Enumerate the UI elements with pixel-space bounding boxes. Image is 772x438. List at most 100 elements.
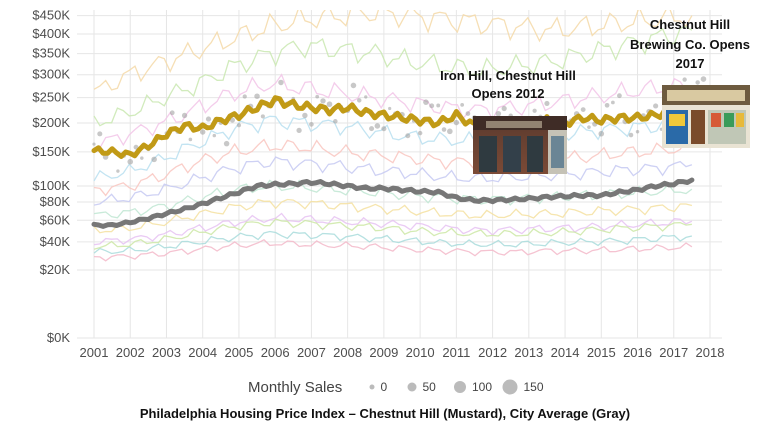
- monthly-sales-dot: [254, 93, 260, 99]
- monthly-sales-dot: [229, 117, 235, 123]
- monthly-sales-dot: [169, 110, 175, 116]
- x-tick-label: 2011: [442, 345, 470, 360]
- monthly-sales-dot: [242, 94, 247, 99]
- monthly-sales-dot: [441, 127, 447, 132]
- annotation-brewing-line-3: 2017: [676, 56, 705, 71]
- monthly-sales-dot: [315, 94, 320, 99]
- monthly-sales-dot: [199, 129, 206, 135]
- monthly-sales-dot: [236, 123, 242, 128]
- monthly-sales-dot: [278, 79, 284, 86]
- monthly-sales-dot: [453, 119, 460, 126]
- annotation-iron-hill: Iron Hill, Chestnut Hill Opens 2012: [440, 68, 576, 174]
- y-tick-label: $150K: [32, 144, 70, 159]
- legend-size-marker: [369, 384, 375, 390]
- x-tick-label: 2016: [623, 345, 652, 360]
- x-tick-label: 2004: [188, 345, 217, 360]
- y-tick-label: $250K: [32, 90, 70, 105]
- monthly-sales-dot: [381, 126, 387, 132]
- y-axis-tick-labels: $0K $20K $40K $60K $80K$100K $150K $200K $250K $…: [32, 8, 70, 345]
- monthly-sales-dot: [326, 101, 333, 108]
- legend-size-label: 100: [472, 380, 492, 394]
- chestnut-hill-series-line: [91, 88, 695, 159]
- monthly-sales-dot: [700, 76, 707, 82]
- legend-title: Monthly Sales: [248, 379, 342, 396]
- storefront-photo: [473, 116, 567, 174]
- background-series-line: [93, 239, 693, 262]
- background-series-line: [93, 179, 693, 219]
- x-tick-label: 2005: [224, 345, 253, 360]
- monthly-sales-dot: [369, 126, 375, 132]
- monthly-sales-dot: [388, 106, 392, 111]
- y-tick-label: $80K: [40, 194, 71, 209]
- plot-background: [77, 10, 722, 338]
- x-tick-label: 2003: [152, 345, 181, 360]
- monthly-sales-dot: [682, 77, 687, 82]
- monthly-sales-dot: [532, 108, 537, 113]
- background-series-line: [93, 218, 692, 250]
- y-tick-label: $40K: [40, 234, 71, 249]
- background-series-line: [93, 212, 693, 246]
- x-tick-label: 2007: [297, 345, 326, 360]
- x-tick-label: 2006: [261, 345, 290, 360]
- monthly-sales-dot: [436, 103, 441, 108]
- x-tick-label: 2001: [80, 345, 109, 360]
- x-tick-label: 2008: [333, 345, 362, 360]
- monthly-sales-dot: [429, 103, 435, 109]
- legend: Monthly Sales 0 50 100 150: [248, 379, 544, 396]
- monthly-sales-dot: [116, 169, 120, 173]
- monthly-sales-dot: [544, 100, 550, 106]
- x-tick-label: 2014: [551, 345, 580, 360]
- monthly-sales-dot: [212, 133, 217, 138]
- monthly-sales-dot: [617, 93, 622, 99]
- monthly-sales-dot: [181, 112, 188, 119]
- x-tick-label: 2013: [514, 345, 543, 360]
- annotation-iron-hill-line-2: Opens 2012: [472, 86, 545, 101]
- background-series-layer: [93, 10, 693, 262]
- monthly-sales-dot: [364, 95, 368, 99]
- x-tick-label: 2012: [478, 345, 507, 360]
- monthly-sales-dot: [598, 130, 605, 137]
- monthly-sales-dot: [320, 98, 326, 104]
- monthly-sales-dot: [296, 127, 302, 134]
- monthly-sales-dot: [374, 123, 381, 129]
- monthly-sales-dot: [188, 137, 193, 142]
- monthly-sales-dot: [501, 105, 507, 112]
- background-series-line: [93, 156, 693, 206]
- monthly-sales-dot: [140, 156, 144, 160]
- x-tick-label: 2017: [659, 345, 688, 360]
- monthly-sales-dot: [223, 140, 230, 147]
- y-tick-label: $100K: [32, 178, 70, 193]
- monthly-sales-dot: [92, 142, 96, 146]
- highlight-series-layer: [91, 88, 695, 229]
- monthly-sales-dot: [417, 130, 423, 136]
- background-series-line: [93, 138, 693, 197]
- monthly-sales-dot: [309, 122, 314, 127]
- monthly-sales-dot: [97, 131, 103, 137]
- monthly-sales-dot: [587, 125, 591, 129]
- monthly-sales-dot: [611, 100, 615, 105]
- background-series-line: [93, 115, 693, 182]
- legend-size-marker: [502, 379, 518, 395]
- x-tick-label: 2009: [369, 345, 398, 360]
- background-series-line: [93, 198, 693, 234]
- y-tick-label: $20K: [40, 262, 71, 277]
- y-tick-label: $60K: [40, 212, 71, 227]
- legend-items: 0 50 100 150: [369, 379, 544, 395]
- monthly-sales-dot: [127, 158, 134, 165]
- monthly-sales-dot: [405, 133, 411, 139]
- monthly-sales-dot: [653, 103, 659, 109]
- monthly-sales-dot: [205, 116, 212, 122]
- y-tick-label: $350K: [32, 46, 70, 61]
- monthly-sales-dot: [260, 114, 265, 119]
- legend-size-label: 50: [423, 380, 437, 394]
- x-tick-label: 2002: [116, 345, 145, 360]
- legend-size-marker: [407, 382, 417, 392]
- y-tick-label: $450K: [32, 8, 70, 23]
- chart-title: Philadelphia Housing Price Index – Chest…: [140, 406, 630, 421]
- monthly-sales-dot: [423, 99, 429, 105]
- background-series-line: [93, 230, 693, 255]
- monthly-sales-dot: [302, 112, 308, 119]
- monthly-sales-dot: [460, 103, 465, 107]
